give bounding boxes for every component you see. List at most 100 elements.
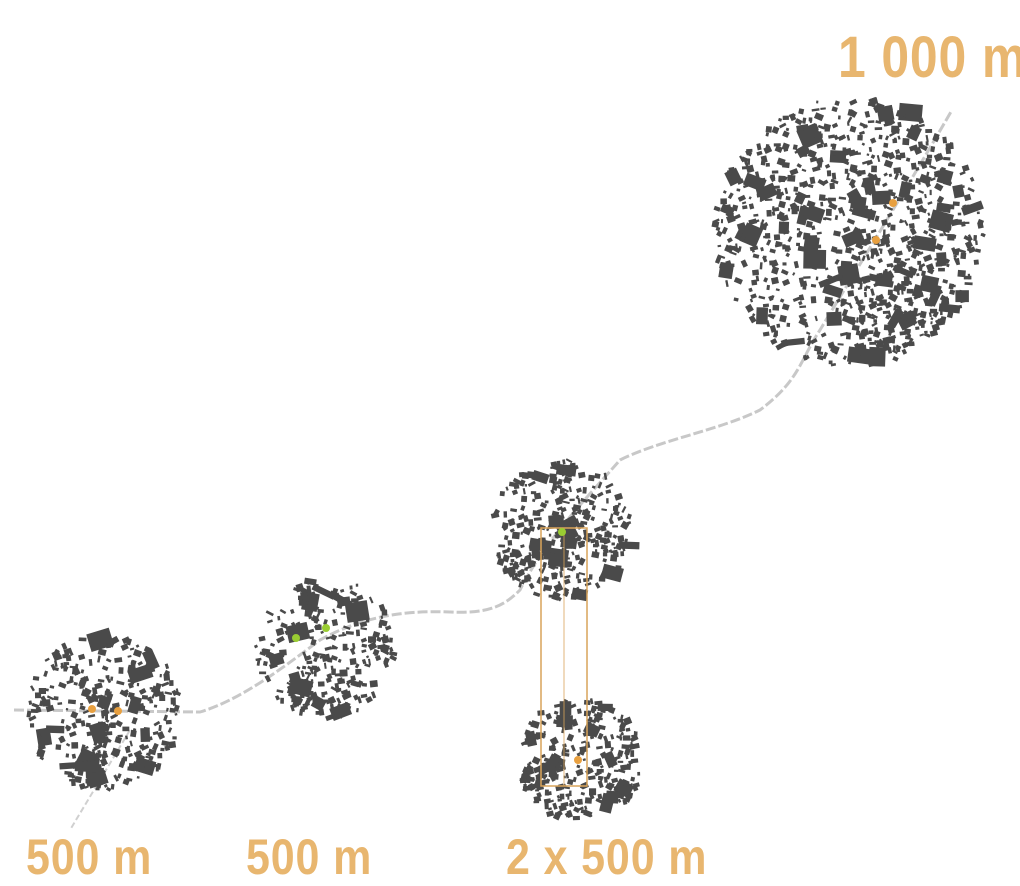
building-footprint (499, 490, 505, 497)
building-footprint (831, 106, 838, 113)
building-footprint (859, 329, 865, 335)
building-footprint (945, 147, 952, 155)
building-footprint (907, 300, 914, 307)
building-footprint (877, 257, 884, 264)
building-footprint (97, 655, 101, 663)
building-footprint (551, 510, 560, 517)
building-footprint (741, 166, 750, 170)
building-footprint (887, 249, 892, 257)
building-footprint (860, 321, 865, 326)
building-footprint (801, 180, 809, 189)
building-footprint (952, 201, 960, 207)
building-footprint (759, 196, 763, 202)
building-footprint (729, 251, 737, 256)
building-footprint (303, 577, 317, 586)
building-footprint (589, 493, 598, 500)
building-footprint (895, 154, 902, 161)
building-footprint (156, 731, 166, 740)
building-footprint (110, 722, 116, 729)
building-footprint (67, 774, 76, 779)
building-footprint (316, 611, 321, 618)
building-footprint (550, 551, 555, 556)
building-footprint (882, 336, 892, 345)
building-footprint (817, 179, 826, 187)
building-footprint (383, 657, 390, 665)
building-footprint (615, 565, 622, 569)
building-footprint (826, 170, 832, 177)
building-footprint (331, 668, 336, 676)
building-footprint (581, 540, 586, 547)
building-footprint (530, 491, 537, 495)
building-footprint (559, 793, 565, 800)
building-footprint (367, 641, 378, 651)
building-footprint (528, 519, 534, 526)
building-footprint (801, 168, 807, 172)
building-footprint (40, 695, 47, 702)
building-footprint (770, 294, 775, 300)
building-footprint (716, 230, 723, 238)
building-footprint (874, 361, 880, 366)
building-footprint (844, 147, 853, 156)
building-footprint (911, 214, 920, 220)
building-footprint (127, 695, 142, 715)
building-footprint (750, 293, 757, 300)
building-footprint (95, 787, 100, 791)
building-footprint (102, 763, 105, 767)
building-footprint (520, 740, 528, 747)
building-footprint (582, 486, 587, 494)
building-footprint (756, 150, 763, 156)
building-footprint (571, 551, 575, 556)
station-area-1000m (711, 96, 986, 368)
building-footprint (513, 576, 521, 582)
building-footprint (862, 176, 877, 196)
building-footprint (886, 263, 893, 268)
building-footprint (621, 505, 627, 514)
building-footprint (68, 731, 77, 738)
building-footprint (909, 227, 917, 236)
building-footprint (165, 719, 172, 725)
building-footprint (712, 218, 720, 224)
building-footprint (40, 731, 48, 737)
building-footprint (851, 266, 858, 274)
building-footprint (520, 544, 525, 549)
building-footprint (848, 178, 856, 187)
building-footprint (858, 304, 866, 311)
building-footprint (796, 242, 801, 247)
building-footprint (781, 303, 790, 311)
building-footprint (850, 254, 860, 262)
building-footprint (67, 699, 76, 705)
building-footprint (849, 125, 857, 133)
building-footprint (313, 670, 317, 677)
building-footprint (613, 546, 617, 550)
building-footprint (721, 226, 728, 235)
building-footprint (969, 176, 975, 182)
building-footprint (802, 117, 807, 124)
building-footprint (594, 582, 601, 589)
building-footprint (867, 337, 872, 342)
building-footprint (590, 705, 596, 713)
building-footprint (62, 654, 69, 659)
building-footprint (561, 500, 570, 505)
building-footprint (82, 709, 90, 715)
building-footprint (304, 609, 312, 618)
building-footprint (167, 727, 173, 733)
building-footprint (828, 360, 833, 365)
building-footprint (789, 112, 797, 122)
building-footprint (895, 250, 903, 257)
railway-line (13, 109, 954, 714)
building-footprint (531, 469, 550, 485)
building-footprint (862, 241, 868, 246)
building-footprint (606, 530, 610, 535)
building-footprint (97, 749, 101, 754)
building-footprint (89, 751, 96, 757)
building-footprint (43, 670, 49, 678)
building-footprint (346, 678, 355, 685)
building-footprint (863, 291, 868, 298)
building-footprint (848, 232, 855, 238)
building-footprint (840, 302, 846, 307)
building-footprint (311, 583, 336, 600)
building-footprint (781, 278, 791, 287)
building-footprint (533, 492, 542, 500)
building-footprint (589, 793, 595, 800)
building-footprint (360, 637, 368, 643)
